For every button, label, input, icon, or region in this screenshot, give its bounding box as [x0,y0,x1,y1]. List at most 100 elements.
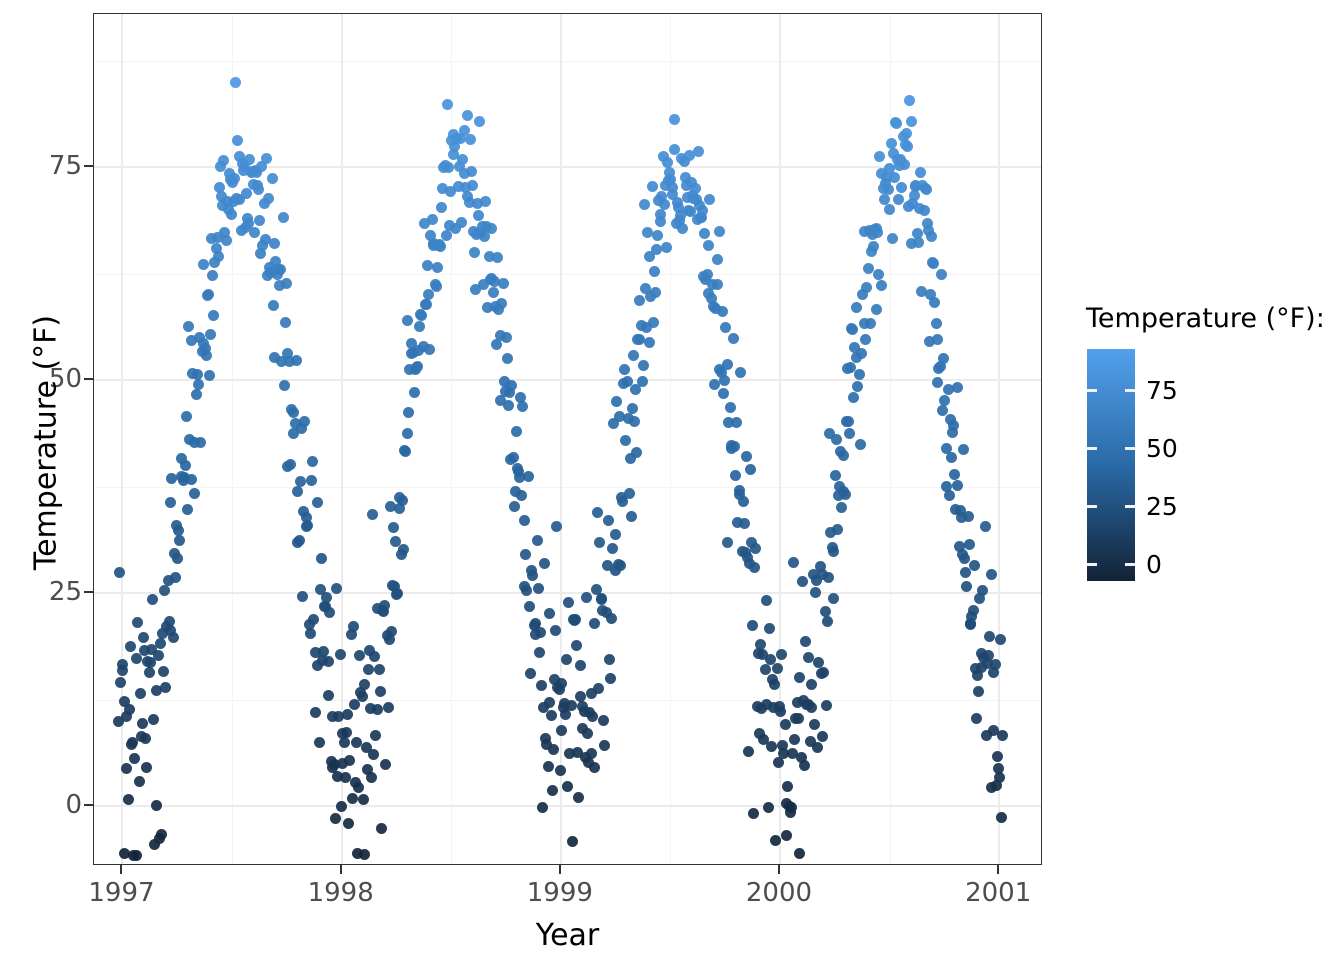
scatter-point [724,402,736,414]
gridline-major-horizontal [94,805,1041,808]
scatter-point [832,490,844,502]
scatter-point [932,333,944,345]
scatter-point [197,259,209,271]
scatter-point [929,297,941,309]
scatter-point [779,718,791,730]
scatter-point [374,685,386,697]
scatter-point [431,261,443,273]
scatter-point [204,328,216,340]
scatter-point [746,536,758,548]
scatter-point [370,730,382,742]
scatter-point [731,417,743,428]
scatter-point [152,649,164,661]
scatter-point [836,502,848,514]
scatter-point [185,473,197,485]
scatter-point [960,567,972,579]
scatter-point [591,507,603,519]
scatter-point [605,613,617,625]
scatter-point [186,334,198,346]
scatter-point [533,646,545,658]
scatter-point [182,504,194,516]
scatter-point [935,268,947,280]
scatter-point [829,470,841,482]
scatter-point [172,553,184,565]
scatter-point [208,309,220,321]
scatter-point [813,657,825,669]
scatter-point [112,716,124,728]
scatter-point [665,174,677,186]
scatter-point [385,625,397,637]
scatter-point [556,678,568,690]
scatter-point [353,650,365,662]
scatter-point [283,356,295,368]
scatter-point [517,401,529,413]
scatter-point [513,472,525,484]
scatter-point [642,226,654,238]
scatter-point [769,679,781,691]
scatter-point [327,710,338,722]
scatter-point [404,363,416,375]
scatter-point [383,633,395,645]
scatter-point [244,153,256,165]
gridline-minor-horizontal [94,273,1041,275]
scatter-point [469,284,481,296]
scatter-point [454,160,466,172]
scatter-point [780,829,792,841]
scatter-point [456,153,468,165]
scatter-point [938,394,950,406]
scatter-point [995,634,1007,646]
scatter-point [180,460,192,472]
scatter-point [710,302,722,314]
scatter-point [645,291,657,303]
gridline-minor-vertical [670,14,672,864]
scatter-point [340,726,352,738]
scatter-point [819,605,831,617]
scatter-point [974,592,986,604]
scatter-point [711,254,723,266]
scatter-point [330,583,342,595]
scatter-point [364,702,376,714]
scatter-point [546,784,558,796]
scatter-point [183,321,195,333]
scatter-point [942,383,954,395]
scatter-point [409,387,421,399]
scatter-point [220,235,232,247]
scatter-point [994,772,1005,784]
scatter-point [980,729,992,741]
scatter-point [412,360,424,372]
scatter-point [333,711,345,723]
scatter-point [923,335,935,347]
scatter-point [977,585,989,597]
scatter-point [695,212,707,224]
scatter-point [649,287,661,299]
scatter-point [124,704,136,716]
scatter-point [165,625,177,637]
x-tick-mark [339,865,342,874]
scatter-point [210,242,222,254]
scatter-point [492,251,504,263]
y-axis-title: Temperature (°F) [28,314,64,571]
scatter-point [818,666,830,678]
scatter-point [164,497,176,509]
scatter-point [322,690,334,702]
scatter-point [285,458,297,470]
scatter-point [518,514,530,526]
scatter-point [174,534,186,546]
scatter-point [338,737,350,749]
scatter-point [986,568,998,580]
scatter-point [735,366,747,378]
scatter-point [611,396,623,408]
scatter-point [537,701,549,713]
scatter-point [473,209,485,221]
scatter-point [459,124,471,136]
scatter-point [173,525,185,537]
scatter-point [631,446,643,458]
scatter-point [564,748,576,760]
scatter-point [741,551,753,563]
scatter-point [384,501,396,513]
scatter-point [953,540,965,552]
scatter-point [523,600,535,612]
scatter-point [421,259,433,271]
scatter-point [972,685,984,697]
scatter-point [740,451,752,463]
